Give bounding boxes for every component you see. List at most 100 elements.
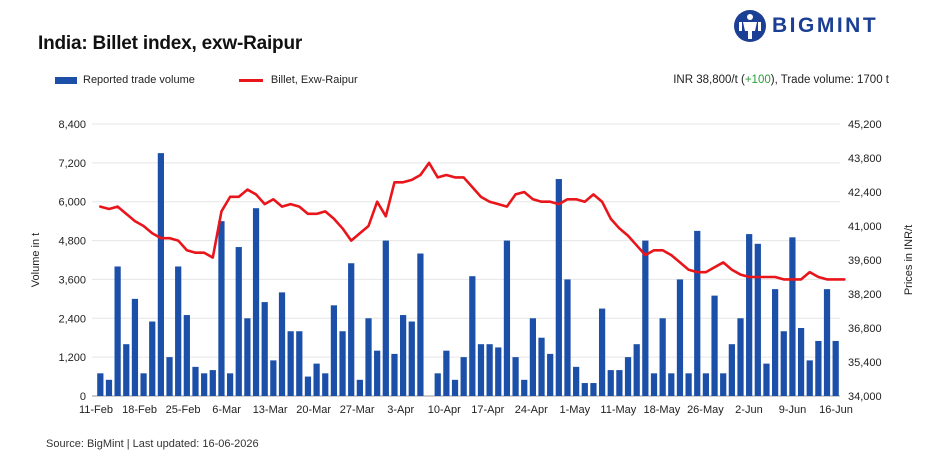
summary-price: INR 38,800/t ( bbox=[673, 74, 745, 86]
volume-bar bbox=[287, 331, 294, 396]
x-tick-label: 25-Feb bbox=[166, 404, 201, 416]
logo-text: BIGMINT bbox=[772, 14, 879, 37]
legend: Reported trade volume Billet, Exw-Raipur bbox=[55, 74, 402, 86]
volume-bar bbox=[746, 234, 753, 396]
volume-bar bbox=[460, 357, 467, 396]
volume-bar bbox=[815, 340, 822, 396]
volume-bar bbox=[573, 366, 580, 396]
volume-bar bbox=[720, 373, 727, 396]
source-note: Source: BigMint | Last updated: 16-06-20… bbox=[46, 438, 259, 450]
x-tick-label: 10-Apr bbox=[428, 404, 461, 416]
y-left-tick-label: 1,200 bbox=[58, 352, 86, 364]
volume-bar bbox=[149, 321, 156, 396]
y-right-tick-label: 35,400 bbox=[848, 357, 882, 369]
volume-bar bbox=[244, 318, 251, 396]
volume-bar bbox=[538, 337, 545, 396]
y-left-tick-label: 3,600 bbox=[58, 274, 86, 286]
x-tick-label: 26-May bbox=[687, 404, 724, 416]
y-right-tick-label: 45,200 bbox=[848, 119, 882, 131]
legend-swatch-line bbox=[238, 78, 263, 82]
volume-bar bbox=[114, 266, 121, 396]
volume-bar bbox=[339, 331, 346, 396]
x-tick-label: 27-Mar bbox=[340, 404, 375, 416]
volume-bar bbox=[270, 360, 277, 396]
volume-bar bbox=[590, 383, 597, 396]
volume-bar bbox=[607, 370, 614, 396]
legend-item-billet: Billet, Exw-Raipur bbox=[238, 74, 358, 86]
volume-bar bbox=[434, 373, 441, 396]
volume-bar bbox=[668, 373, 675, 396]
bigmint-logo-icon bbox=[734, 10, 766, 42]
y-right-tick-label: 39,600 bbox=[848, 255, 882, 267]
volume-bar bbox=[235, 247, 242, 396]
x-tick-label: 18-Feb bbox=[122, 404, 157, 416]
volume-bar bbox=[797, 328, 805, 396]
legend-label-billet: Billet, Exw-Raipur bbox=[270, 74, 358, 86]
volume-bar bbox=[123, 344, 130, 396]
x-tick-label: 16-Jun bbox=[819, 404, 853, 416]
volume-bar bbox=[400, 315, 407, 396]
volume-bar bbox=[763, 363, 770, 396]
volume-bar bbox=[789, 237, 796, 396]
y-right-tick-label: 38,200 bbox=[848, 289, 882, 301]
volume-bar bbox=[521, 379, 528, 396]
volume-bar bbox=[140, 373, 147, 396]
volume-bar bbox=[823, 289, 831, 396]
volume-bar bbox=[330, 305, 338, 396]
volume-bar bbox=[218, 221, 225, 396]
y-left-tick-label: 6,000 bbox=[58, 197, 86, 209]
legend-swatch-bar bbox=[55, 76, 77, 84]
x-tick-label: 2-Jun bbox=[735, 404, 763, 416]
volume-bar bbox=[685, 373, 692, 396]
legend-item-volume: Reported trade volume bbox=[55, 74, 195, 86]
x-tick-label: 17-Apr bbox=[471, 404, 504, 416]
x-tick-label: 18-May bbox=[644, 404, 681, 416]
volume-bar bbox=[374, 350, 381, 396]
y-left-tick-label: 2,400 bbox=[58, 313, 86, 325]
volume-bar bbox=[296, 331, 303, 396]
volume-bar bbox=[97, 373, 104, 396]
volume-bar bbox=[780, 331, 787, 396]
volume-bar bbox=[175, 266, 182, 396]
volume-bar bbox=[633, 344, 640, 396]
volume-bar bbox=[495, 347, 502, 396]
volume-bar bbox=[702, 373, 710, 396]
volume-bar bbox=[529, 318, 536, 396]
volume-bar bbox=[547, 353, 554, 396]
volume-bar bbox=[313, 363, 320, 396]
volume-bar bbox=[477, 344, 485, 396]
volume-bar bbox=[659, 318, 666, 396]
volume-bar bbox=[322, 373, 329, 396]
x-tick-label: 11-Feb bbox=[79, 404, 113, 416]
volume-bar bbox=[391, 353, 398, 396]
volume-bar bbox=[348, 263, 355, 396]
volume-bar bbox=[503, 240, 511, 396]
volume-bar bbox=[754, 243, 761, 396]
volume-bar bbox=[737, 318, 744, 396]
x-tick-label: 9-Jun bbox=[779, 404, 807, 416]
x-tick-label: 13-Mar bbox=[253, 404, 288, 416]
volume-bar bbox=[365, 318, 372, 396]
x-tick-label: 3-Apr bbox=[387, 404, 414, 416]
volume-bar bbox=[131, 298, 139, 396]
volume-bar bbox=[806, 360, 813, 396]
volume-bar bbox=[166, 357, 173, 396]
volume-bar bbox=[512, 357, 519, 396]
volume-bar bbox=[642, 240, 649, 396]
volume-bar bbox=[694, 230, 701, 396]
y-left-tick-label: 4,800 bbox=[58, 236, 86, 248]
x-tick-label: 20-Mar bbox=[296, 404, 331, 416]
x-tick-label: 1-May bbox=[560, 404, 591, 416]
volume-bar bbox=[417, 253, 424, 396]
volume-bar bbox=[728, 344, 735, 396]
volume-bar bbox=[624, 357, 632, 396]
y-right-tick-label: 41,000 bbox=[848, 221, 882, 233]
y-right-tick-label: 43,800 bbox=[848, 153, 882, 165]
billet-price-line bbox=[99, 161, 846, 281]
volume-bar bbox=[486, 344, 493, 396]
volume-bar bbox=[598, 308, 606, 396]
volume-bar bbox=[226, 373, 234, 396]
volume-bar bbox=[192, 366, 199, 396]
y-right-tick-label: 36,800 bbox=[848, 323, 882, 335]
